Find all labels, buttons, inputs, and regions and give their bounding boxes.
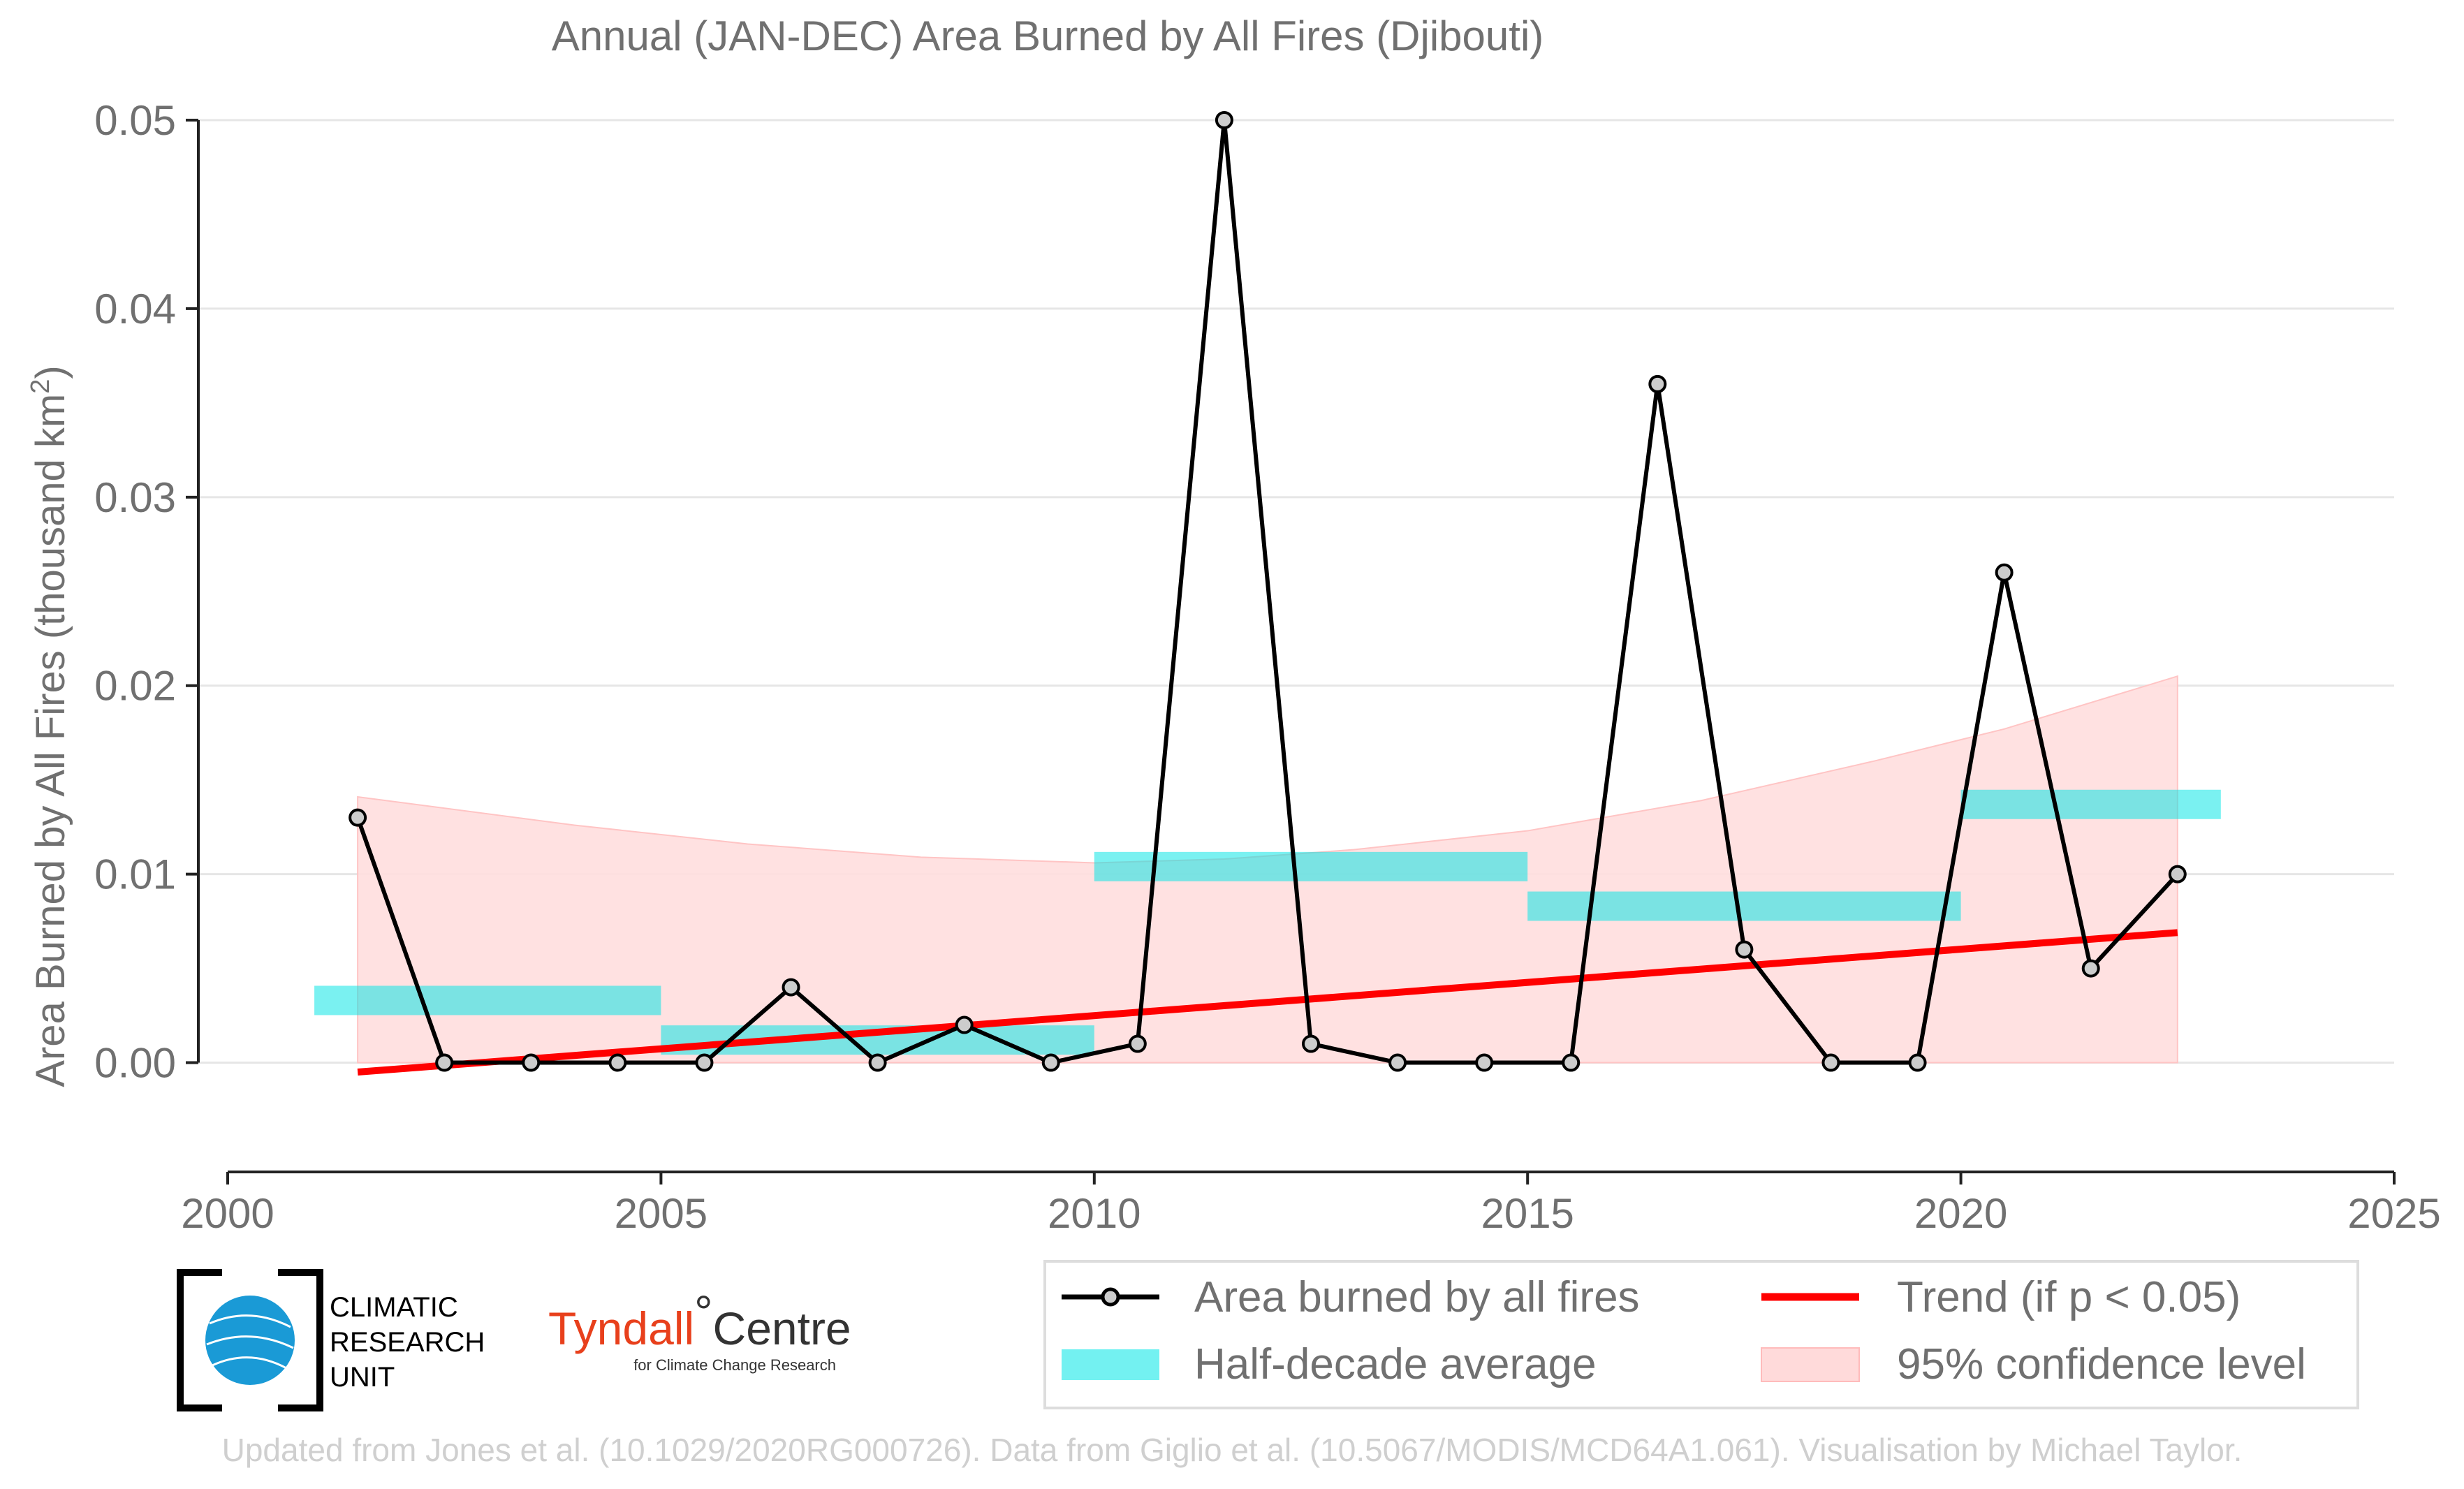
annual-data-point [695,1053,714,1072]
annual-data-point [782,978,800,997]
x-tick-label: 2020 [1914,1190,2007,1237]
annual-data-point [1388,1053,1407,1072]
annual-data-point [522,1053,541,1072]
legend-halfdecade-icon [1062,1349,1159,1380]
half-decade-bar [1527,891,1961,921]
annual-data-point [1562,1053,1581,1072]
legend-box [1043,1260,2359,1409]
tyndall-subtitle: for Climate Change Research [633,1356,836,1374]
annual-data-point [1041,1053,1060,1072]
legend-annual-marker-icon [1101,1287,1120,1307]
annual-data-point [1821,1053,1840,1072]
x-tick-label: 2000 [181,1190,274,1237]
annual-data-point [349,808,367,827]
cru-logo-bracket-right [278,1269,323,1411]
globe-icon-lines [206,1314,294,1370]
annual-data-point [435,1053,454,1072]
y-axis-label-end: ) [28,365,73,379]
annual-data-point [1995,563,2014,582]
y-tick-label: 0.02 [94,663,176,710]
half-decade-bar [1960,789,2221,819]
footer-credits: Updated from Jones et al. (10.1029/2020R… [222,1432,2243,1468]
cru-logo: CLIMATIC RESEARCH UNIT [177,1269,485,1411]
trend-layer [357,929,2178,1076]
annual-data-point [1475,1053,1494,1072]
legend-annual-label: Area burned by all fires [1194,1273,1640,1321]
y-tick-label: 0.05 [94,97,176,144]
y-tick-label: 0.01 [94,851,176,898]
legend-confidence-icon [1761,1347,1860,1382]
chart-title: Annual (JAN-DEC) Area Burned by All Fire… [552,13,1544,59]
annual-data-point [1302,1034,1320,1053]
tyndall-name: Tyndall [548,1303,694,1354]
half-decade-bar [314,985,661,1015]
tyndall-logo-text: Tyndall°Centre [548,1286,851,1354]
y-tick-label: 0.03 [94,474,176,521]
cru-logo-bracket-left [177,1269,222,1411]
x-tick-label: 2005 [615,1190,707,1237]
annual-series-line [355,118,2180,1065]
legend-trend-label: Trend (if p < 0.05) [1897,1273,2241,1321]
legend: Area burned by all fires Trend (if p < 0… [1043,1260,2359,1409]
cru-text-line-2: RESEARCH [330,1327,485,1358]
legend-halfdecade-label: Half-decade average [1194,1340,1597,1388]
annual-data-point [1215,111,1233,129]
annual-data-point [1128,1034,1147,1053]
x-tick-label: 2010 [1048,1190,1141,1237]
annual-data-point [955,1015,974,1034]
tyndall-logo: Tyndall°Centre for Climate Change Resear… [548,1286,851,1374]
x-tick-label: 2025 [2347,1190,2440,1237]
cru-text-line-3: UNIT [330,1362,395,1393]
annual-data-point [608,1053,627,1072]
annual-data-point [868,1053,887,1072]
annual-data-point [2081,959,2100,978]
annual-data-point [1648,374,1667,393]
annual-data-point [1735,940,1754,959]
y-tick-label: 0.04 [94,286,176,332]
half-decade-bar [1094,851,1528,881]
annual-data-point [2168,865,2187,883]
y-axis-label-main: Area Burned by All Fires (thousand km [28,394,73,1087]
tyndall-centre: Centre [713,1303,851,1354]
y-axis-label: Area Burned by All Fires (thousand km2) [26,365,73,1087]
y-axis-label-superscript: 2 [26,379,55,394]
annual-data-point [1908,1053,1927,1072]
legend-confidence-label: 95% confidence level [1897,1340,2306,1388]
annual-series-layer [349,111,2187,1072]
trend-line [357,929,2178,1076]
x-tick-label: 2015 [1481,1190,1574,1237]
axes: 0.00 0.01 0.02 0.03 0.04 0.05 2000 2005 2010 2015… [94,97,2441,1237]
tyndall-degree: ° [694,1286,712,1337]
y-tick-label: 0.00 [94,1040,176,1087]
cru-text-line-1: CLIMATIC [330,1292,458,1323]
